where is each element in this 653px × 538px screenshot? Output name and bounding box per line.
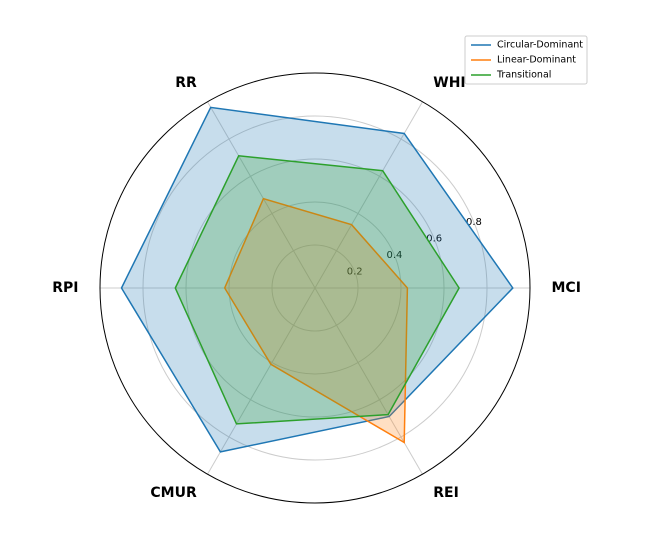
- axis-label: CMUR: [150, 485, 197, 501]
- legend-label: Circular-Dominant: [497, 40, 583, 51]
- series-line: [120, 106, 514, 453]
- legend-label: Transitional: [496, 70, 551, 81]
- axis-label: MCI: [552, 280, 581, 296]
- series-area: [175, 155, 460, 424]
- r-tick-label: 0.6: [426, 234, 442, 245]
- axis-label: REI: [433, 485, 459, 501]
- axis-label: RPI: [52, 280, 78, 296]
- r-tick-label: 0.8: [466, 217, 482, 228]
- r-tick-label: 0.4: [387, 250, 403, 261]
- legend-box: [464, 35, 588, 85]
- outer-frame: [99, 72, 531, 504]
- spoke: [207, 287, 316, 475]
- axis-label: RR: [175, 75, 197, 91]
- legend-label: Linear-Dominant: [497, 55, 576, 66]
- axis-label: WHI: [433, 75, 465, 91]
- r-tick-label: 0.2: [347, 267, 363, 278]
- series-line: [223, 197, 409, 444]
- series-line: [174, 154, 460, 425]
- series-area: [224, 198, 408, 443]
- spoke: [207, 101, 316, 289]
